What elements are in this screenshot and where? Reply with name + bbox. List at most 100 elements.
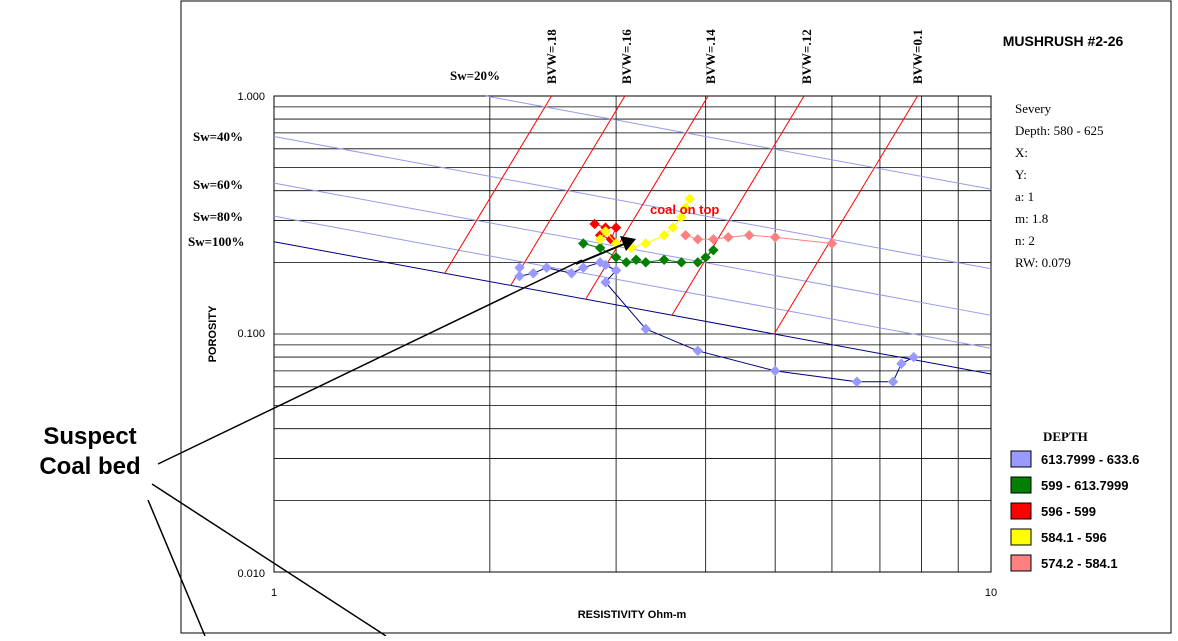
- sw-line: [273, 215, 992, 349]
- legend-swatch: [1010, 502, 1032, 520]
- y-tick-label: 1.000: [237, 91, 265, 103]
- data-point: [667, 222, 679, 233]
- bvw-label: BVW=.12: [799, 29, 814, 84]
- bvw-line: [671, 95, 805, 316]
- legend-title: DEPTH: [1043, 429, 1088, 444]
- info-block: Severy Depth: 580 - 625 X: Y: a: 1 m: 1.…: [1015, 101, 1103, 270]
- info-line: a: 1: [1015, 189, 1034, 204]
- callout-pointers: [147, 259, 583, 637]
- grid-lines: [273, 95, 992, 573]
- data-point: [680, 202, 691, 213]
- data-series: [514, 193, 919, 387]
- data-point: [566, 268, 577, 279]
- data-point: [594, 242, 606, 254]
- data-point: [887, 376, 899, 387]
- legend-label: 599 - 613.7999: [1041, 478, 1128, 493]
- data-point: [640, 257, 651, 268]
- data-point: [708, 244, 719, 256]
- data-point: [610, 222, 622, 233]
- callout-text: Suspect: [43, 423, 136, 450]
- callout-line: [157, 259, 583, 465]
- sw-label: Sw=80%: [193, 209, 243, 224]
- info-line: m: 1.8: [1015, 211, 1048, 226]
- bvw-label: BVW=0.1: [910, 29, 925, 84]
- data-point: [600, 226, 611, 237]
- callout-line: [147, 499, 206, 637]
- chart-title: MUSHRUSH #2-26: [1003, 33, 1124, 49]
- data-point: [578, 262, 589, 273]
- legend-label: 596 - 599: [1041, 504, 1096, 519]
- sw-line: [273, 241, 992, 375]
- sw-label: Sw=40%: [193, 129, 243, 144]
- legend: DEPTH 613.7999 - 633.6 599 - 613.7999 596 …: [1010, 429, 1139, 572]
- callout-text: Coal bed: [39, 453, 140, 480]
- data-point: [826, 238, 838, 249]
- sw-line: [273, 136, 992, 270]
- arrow: [575, 236, 636, 265]
- bvw-line: [510, 95, 626, 286]
- x-tick-label: 1: [271, 587, 277, 599]
- info-line: Y:: [1015, 167, 1027, 182]
- coal-annotation: coal on top: [650, 202, 719, 217]
- legend-items: 613.7999 - 633.6 599 - 613.7999 596 - 599 5…: [1010, 450, 1139, 572]
- data-point: [692, 257, 704, 268]
- data-point: [600, 277, 611, 288]
- data-point: [589, 218, 600, 230]
- legend-swatch: [1010, 450, 1032, 468]
- data-point: [610, 265, 622, 276]
- chart-area: [180, 0, 1172, 634]
- sw-label: Sw=100%: [188, 234, 245, 249]
- info-line: X:: [1015, 145, 1028, 160]
- data-point: [610, 252, 622, 263]
- bvw-line: [773, 95, 919, 335]
- data-point: [541, 262, 552, 273]
- data-point: [684, 193, 695, 204]
- info-line: Severy: [1015, 101, 1052, 116]
- sw-label: Sw=60%: [193, 177, 243, 192]
- data-point: [708, 234, 719, 245]
- data-point: [676, 211, 687, 223]
- bvw-label: BVW=.14: [703, 29, 718, 84]
- legend-label: 584.1 - 596: [1041, 530, 1107, 545]
- data-point: [594, 234, 606, 245]
- data-point: [908, 351, 919, 363]
- y-tick-label: 0.100: [237, 328, 265, 340]
- info-line: RW: 0.079: [1015, 255, 1071, 270]
- data-point: [578, 238, 589, 249]
- bvw-label: BVW=.16: [619, 29, 634, 84]
- info-line: n: 2: [1015, 233, 1035, 248]
- legend-label: 574.2 - 584.1: [1041, 556, 1118, 571]
- sw-line: [485, 95, 992, 190]
- data-point: [692, 345, 704, 357]
- legend-swatch: [1010, 528, 1032, 546]
- legend-swatch: [1010, 554, 1032, 572]
- data-point: [851, 376, 863, 387]
- data-point: [700, 252, 711, 263]
- legend-swatch: [1010, 476, 1032, 494]
- data-point: [769, 232, 781, 243]
- data-point: [658, 254, 670, 266]
- data-point: [658, 230, 670, 241]
- data-point: [676, 257, 687, 268]
- arrow-head: [620, 236, 636, 251]
- data-point: [621, 257, 632, 268]
- arrow-line: [575, 243, 625, 265]
- data-point: [896, 358, 907, 369]
- data-point: [640, 238, 651, 249]
- x-tick-label: 10: [985, 587, 997, 599]
- x-axis-title: RESISTIVITY Ohm-m: [578, 609, 687, 621]
- data-point: [743, 230, 755, 241]
- y-tick-label: 0.010: [237, 568, 265, 580]
- data-point: [692, 234, 704, 245]
- data-point: [680, 230, 691, 241]
- legend-label: 613.7999 - 633.6: [1041, 452, 1139, 467]
- sw-label: Sw=20%: [450, 68, 500, 83]
- callout-line: [151, 483, 387, 637]
- data-point: [722, 232, 734, 243]
- data-point: [769, 365, 781, 377]
- series-line: [599, 198, 691, 249]
- bvw-label: BVW=.18: [544, 29, 559, 84]
- y-axis-title: POROSITY: [207, 305, 219, 363]
